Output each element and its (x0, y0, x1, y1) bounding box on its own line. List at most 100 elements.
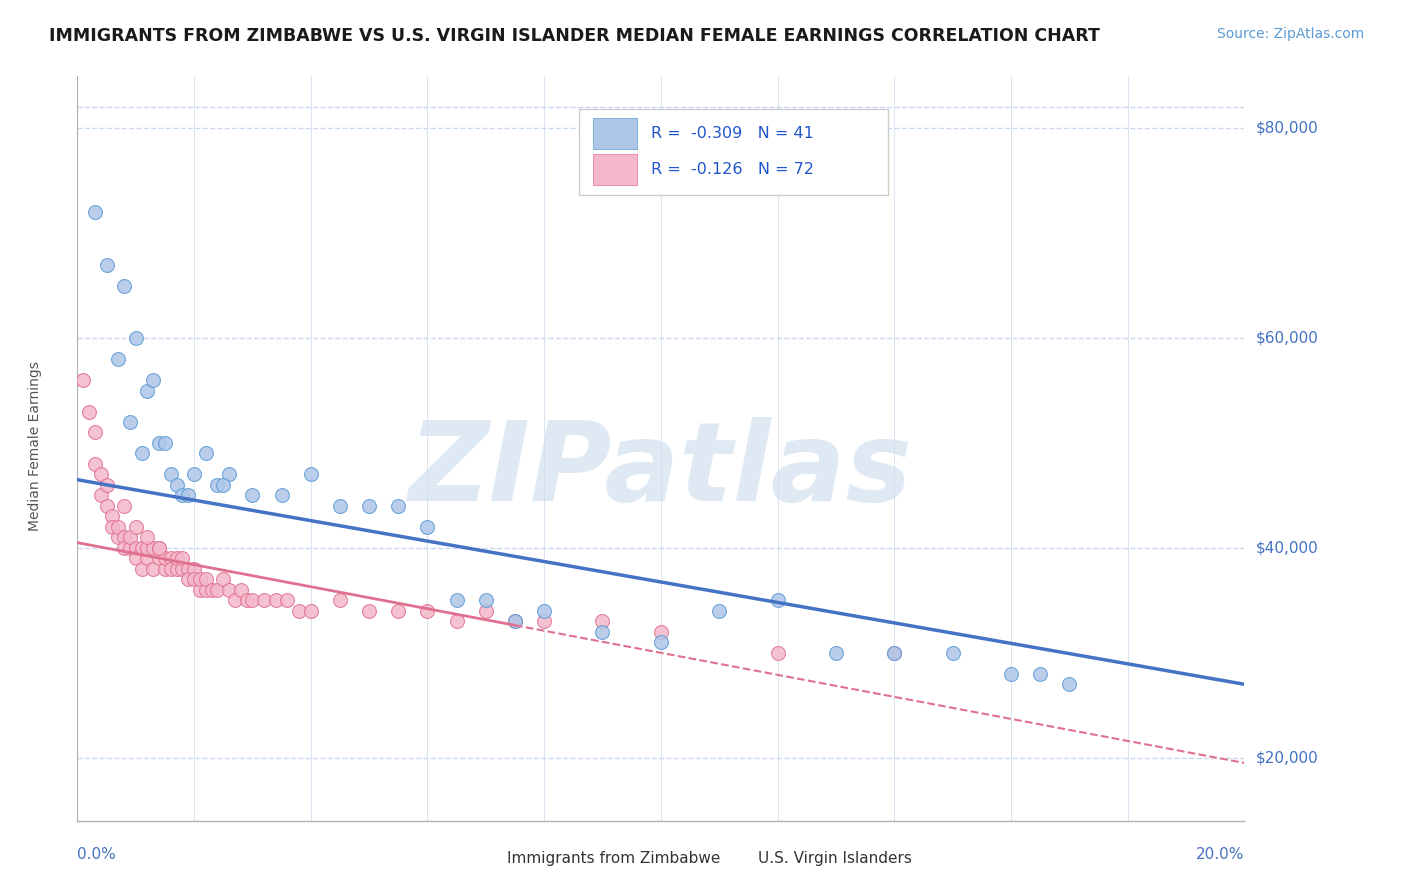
Point (229, 582, 252, 597)
Text: R =  -0.309   N = 41: R = -0.309 N = 41 (651, 126, 814, 141)
Point (142, 562, 165, 576)
Text: Median Female Earnings: Median Female Earnings (28, 361, 42, 531)
Text: Source: ZipAtlas.com: Source: ZipAtlas.com (1216, 27, 1364, 41)
Point (153, 562, 176, 576)
Point (107, 352, 129, 367)
Point (240, 488, 263, 502)
Text: $40,000: $40,000 (1256, 541, 1319, 556)
FancyBboxPatch shape (593, 118, 637, 149)
Point (218, 582, 240, 597)
Point (1057, 677, 1080, 691)
Point (212, 573, 235, 587)
FancyBboxPatch shape (579, 110, 889, 195)
Point (387, 604, 409, 618)
Point (148, 551, 170, 566)
Point (153, 436, 176, 450)
Point (188, 582, 211, 597)
Point (159, 551, 181, 566)
Point (709, 604, 731, 618)
Point (177, 562, 200, 576)
Point (96, 258, 118, 272)
Point (83, 425, 105, 440)
Point (194, 582, 217, 597)
Point (207, 582, 229, 597)
Point (387, 499, 409, 513)
Point (148, 436, 170, 450)
Point (142, 541, 165, 555)
Point (96, 499, 118, 513)
Point (136, 384, 159, 398)
Point (107, 530, 129, 544)
Point (264, 593, 287, 607)
Point (159, 467, 181, 482)
Point (131, 541, 153, 555)
Point (177, 488, 200, 502)
Point (166, 478, 188, 492)
Point (172, 488, 194, 502)
Point (533, 604, 555, 618)
Point (112, 541, 135, 555)
Text: $60,000: $60,000 (1256, 331, 1319, 345)
Point (1029, 666, 1052, 681)
Point (942, 646, 965, 660)
Point (83, 205, 105, 219)
Point (416, 520, 439, 534)
Point (329, 593, 352, 607)
Point (131, 446, 153, 460)
Point (188, 573, 211, 587)
Point (224, 593, 246, 607)
Point (101, 509, 124, 524)
Point (883, 646, 905, 660)
Point (112, 530, 135, 544)
Point (592, 624, 614, 639)
Point (766, 593, 789, 607)
Point (183, 467, 205, 482)
Point (118, 415, 141, 429)
Point (172, 551, 194, 566)
Point (766, 646, 789, 660)
Point (183, 573, 205, 587)
Point (172, 562, 194, 576)
Point (650, 635, 672, 649)
Point (883, 646, 905, 660)
Point (200, 582, 222, 597)
Point (148, 541, 170, 555)
Point (153, 551, 176, 566)
Point (207, 478, 229, 492)
Text: ZIPatlas: ZIPatlas (409, 417, 912, 524)
Point (533, 855, 555, 870)
Point (194, 446, 217, 460)
Text: IMMIGRANTS FROM ZIMBABWE VS U.S. VIRGIN ISLANDER MEDIAN FEMALE EARNINGS CORRELAT: IMMIGRANTS FROM ZIMBABWE VS U.S. VIRGIN … (49, 27, 1099, 45)
Point (124, 551, 148, 566)
Point (90, 488, 112, 502)
Point (159, 562, 181, 576)
Point (253, 593, 276, 607)
Text: Immigrants from Zimbabwe: Immigrants from Zimbabwe (506, 851, 720, 866)
Point (235, 593, 257, 607)
Point (142, 373, 165, 387)
Point (503, 615, 526, 629)
Point (270, 488, 292, 502)
Point (118, 541, 141, 555)
Point (148, 541, 170, 555)
Point (136, 541, 159, 555)
Point (299, 467, 322, 482)
Text: R =  -0.126   N = 72: R = -0.126 N = 72 (651, 162, 814, 178)
FancyBboxPatch shape (713, 847, 748, 871)
Point (446, 615, 468, 629)
Point (416, 604, 439, 618)
Point (299, 604, 322, 618)
FancyBboxPatch shape (593, 154, 637, 186)
Point (83, 457, 105, 471)
Point (475, 604, 498, 618)
Point (124, 541, 148, 555)
Point (90, 467, 112, 482)
Point (533, 615, 555, 629)
Point (131, 562, 153, 576)
Point (112, 278, 135, 293)
Text: 20.0%: 20.0% (1197, 847, 1244, 862)
Point (136, 530, 159, 544)
Text: $20,000: $20,000 (1256, 750, 1319, 765)
Point (503, 615, 526, 629)
Point (77, 404, 100, 418)
